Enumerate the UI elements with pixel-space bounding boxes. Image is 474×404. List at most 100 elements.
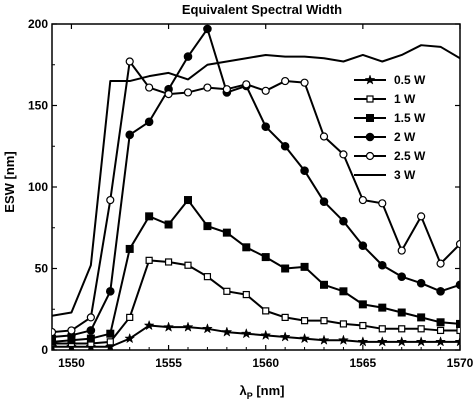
data-point-2-w: [397, 272, 407, 281]
legend-marker-2-w: [365, 132, 375, 142]
data-point-0_5-w: [357, 336, 369, 347]
chart-title: Equivalent Spectral Width: [182, 2, 342, 17]
series-line-2-w: [52, 27, 460, 338]
data-point-1-w: [242, 290, 250, 299]
data-point-0_5-w: [299, 332, 311, 344]
data-point-2_5-w: [319, 132, 329, 141]
legend-label-3-w: 3 W: [394, 168, 416, 182]
data-point-0_5-w: [318, 334, 330, 345]
series-1_5-w: [52, 196, 460, 346]
legend-marker-1-w: [366, 95, 374, 103]
legend: 0.5 W 1 W 1.5 W 2 W 2.5 W 3 W: [354, 73, 426, 182]
data-point-1-w: [106, 338, 114, 346]
data-point-1_5-w: [106, 329, 115, 338]
y-tick-label: 0: [41, 343, 48, 357]
x-axis-label-lambda: λ: [239, 383, 247, 398]
data-point-1_5-w: [145, 212, 154, 221]
legend-item-1_5-w: 1.5 W: [354, 111, 426, 125]
data-point-1-w: [126, 313, 134, 321]
data-point-2_5-w: [67, 326, 76, 335]
data-point-1-w: [456, 326, 460, 335]
data-point-0_5-w: [201, 323, 213, 334]
legend-item-0_5-w: 0.5 W: [354, 73, 426, 87]
data-point-0_5-w: [163, 321, 175, 332]
data-point-2_5-w: [378, 199, 387, 208]
data-point-0_5-w: [221, 326, 233, 337]
data-point-2_5-w: [203, 83, 212, 92]
data-point-2_5-w: [106, 195, 115, 205]
data-point-2_5-w: [86, 313, 95, 322]
data-point-0_5-w: [260, 329, 272, 340]
data-point-1-w: [223, 287, 231, 295]
data-point-2-w: [358, 241, 368, 250]
data-point-0_5-w: [337, 334, 349, 345]
data-point-1_5-w: [86, 334, 95, 343]
data-point-2_5-w: [339, 150, 348, 159]
data-point-1_5-w: [281, 264, 290, 273]
legend-marker-2_5-w: [365, 151, 375, 161]
x-axis-label-unit: [nm]: [253, 383, 285, 398]
legend-item-1-w: 1 W: [354, 92, 416, 106]
data-point-1-w: [378, 325, 386, 333]
data-point-2_5-w: [358, 195, 367, 205]
legend-label-2_5-w: 2.5 W: [394, 149, 426, 163]
data-point-1-w: [203, 273, 212, 281]
x-tick-label: 1555: [155, 356, 182, 370]
data-point-1-w: [417, 325, 425, 333]
data-point-1_5-w: [242, 243, 251, 252]
data-point-1-w: [359, 321, 367, 330]
series-2_5-w: [52, 57, 460, 337]
data-point-2-w: [144, 117, 154, 127]
data-point-2_5-w: [164, 89, 173, 99]
series-3-w: [52, 44, 460, 317]
data-point-0_5-w: [376, 336, 388, 347]
data-point-1-w: [300, 317, 309, 325]
data-point-1-w: [281, 313, 289, 321]
x-axis-label-subscript: P: [247, 391, 253, 401]
legend-label-1_5-w: 1.5 W: [394, 111, 426, 125]
legend-label-0_5-w: 0.5 W: [394, 73, 426, 87]
series-2-w: [52, 24, 460, 342]
series-line-1-w: [52, 259, 460, 345]
data-point-1_5-w: [339, 287, 348, 296]
data-point-2-w: [436, 287, 445, 296]
data-point-1_5-w: [358, 300, 367, 309]
data-point-1_5-w: [397, 308, 406, 317]
x-tick-label: 1550: [58, 356, 85, 370]
data-point-2-w: [203, 24, 212, 34]
y-axis-label: ESW [nm]: [2, 151, 17, 212]
data-point-1_5-w: [164, 220, 173, 229]
data-point-1_5-w: [436, 318, 445, 327]
x-tick-label: 1570: [447, 356, 474, 370]
x-tick-label: 1565: [350, 356, 377, 370]
data-point-2-w: [416, 278, 426, 288]
data-point-1-w: [339, 320, 348, 328]
data-point-1_5-w: [222, 228, 231, 237]
series-line-0_5-w: [52, 324, 460, 348]
data-point-2-w: [105, 287, 115, 296]
data-point-2-w: [339, 216, 348, 226]
data-point-2_5-w: [261, 86, 270, 95]
data-point-0_5-w: [182, 321, 194, 332]
data-point-0_5-w: [143, 319, 155, 331]
y-tick-label: 200: [28, 17, 48, 31]
data-point-2_5-w: [145, 83, 154, 92]
data-point-1-w: [398, 325, 406, 333]
data-point-1_5-w: [417, 313, 426, 322]
data-point-1_5-w: [378, 303, 387, 312]
data-point-2_5-w: [281, 76, 290, 86]
data-point-2_5-w: [183, 88, 193, 97]
data-point-1_5-w: [261, 253, 270, 262]
data-point-0_5-w: [454, 336, 460, 347]
data-point-1_5-w: [203, 222, 212, 231]
data-point-2_5-w: [436, 259, 445, 268]
y-tick-label: 150: [28, 99, 48, 113]
data-point-1_5-w: [300, 262, 309, 271]
legend-item-2-w: 2 W: [354, 130, 416, 144]
x-tick-label: 1560: [252, 356, 279, 370]
data-point-1_5-w: [125, 244, 134, 253]
data-point-2-w: [261, 122, 271, 131]
data-point-2-w: [455, 280, 460, 290]
data-point-1_5-w: [320, 280, 328, 289]
